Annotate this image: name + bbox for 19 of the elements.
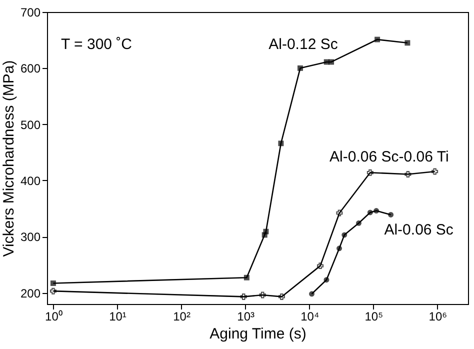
series-label: Al-0.06 Sc-0.06 Ti	[330, 148, 449, 166]
x-tick-label: 10²	[173, 310, 190, 324]
x-axis-title: Aging Time (s)	[210, 326, 306, 342]
x-tick-label: 10¹	[109, 310, 126, 324]
y-tick-label: 200	[20, 286, 41, 300]
x-tick-label: 10⁵	[364, 310, 384, 324]
x-tick-label: 10³	[237, 310, 254, 324]
series-label: Al-0.12 Sc	[268, 36, 338, 54]
y-tick-label: 700	[20, 6, 41, 20]
y-tick-label: 600	[20, 62, 41, 76]
y-tick-label: 400	[20, 174, 41, 188]
series-label: Al-0.06 Sc	[384, 222, 454, 239]
y-tick-label: 300	[20, 230, 41, 244]
x-tick-label: 10⁴	[300, 310, 320, 324]
x-tick-label: 10⁰	[45, 310, 62, 324]
y-tick-label: 500	[20, 118, 41, 132]
x-tick-label: 10⁶	[428, 310, 448, 324]
annotation: T = 300 ˚C	[61, 36, 132, 53]
y-axis-title: Vickers Microhardness (MPa)	[0, 60, 18, 257]
